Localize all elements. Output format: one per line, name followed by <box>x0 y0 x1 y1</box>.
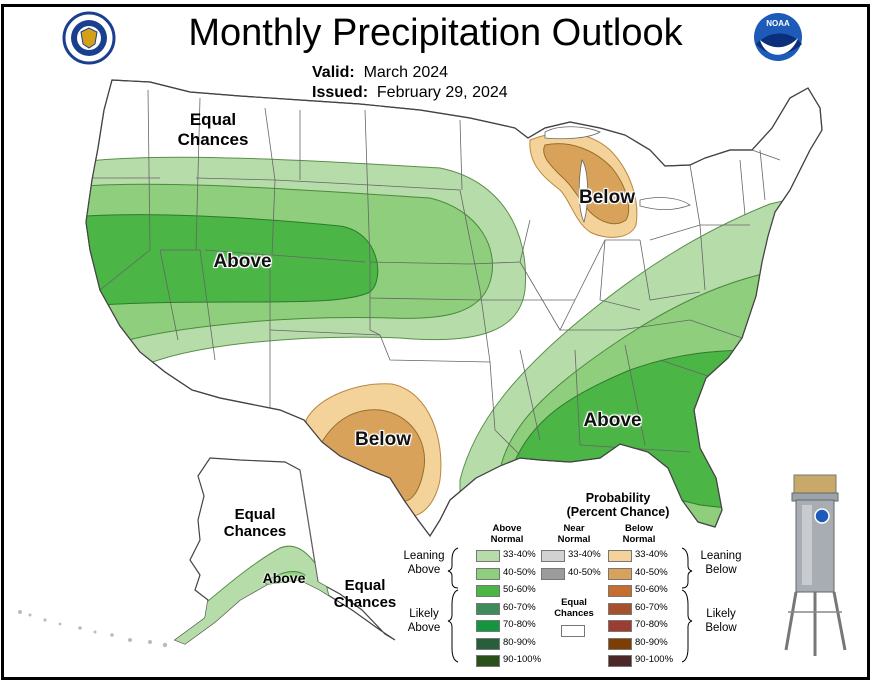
commerce-seal-icon <box>62 11 116 65</box>
legend-title-line1: Probability <box>585 491 651 505</box>
issued-value: February 29, 2024 <box>376 84 508 101</box>
legend-below-range: 40-50% <box>635 566 668 578</box>
above-southeast-label: Above <box>583 410 642 431</box>
legend-near-swatch <box>541 550 565 562</box>
legend-below-range: 50-60% <box>635 584 668 595</box>
legend-below-swatch <box>608 655 632 667</box>
legend-title-line2: (Percent Chance) <box>566 504 670 519</box>
legend-above-swatch <box>476 585 500 597</box>
legend-below-swatch <box>608 620 632 632</box>
legend-above-range: 60-70% <box>503 601 536 613</box>
legend-near-swatch <box>541 567 565 580</box>
below-texas-label: Below <box>355 429 411 450</box>
legend-below-swatch <box>608 585 632 597</box>
legend-near-range: 40-50% <box>568 566 601 578</box>
legend-above-swatch <box>476 602 500 615</box>
legend-below-swatch <box>608 602 632 615</box>
valid-line: Valid: March 2024 <box>312 64 448 82</box>
rain-gauge-icon <box>784 474 847 656</box>
equal-chances-alaska-label: Equal Chances <box>223 506 287 541</box>
legend-title: Probability (Percent Chance) <box>538 491 698 520</box>
valid-value: March 2024 <box>363 64 449 81</box>
legend-equal-chances-swatch <box>561 625 585 637</box>
legend-below-range: 60-70% <box>635 601 668 613</box>
legend-above-swatch <box>476 620 500 632</box>
above-west-label: Above <box>213 251 272 272</box>
legend-above-range: 70-80% <box>503 619 536 630</box>
issued-label: Issued: <box>312 84 369 101</box>
equal-chances-alaska-south-label: Equal Chances <box>333 577 397 612</box>
legend-above-range: 40-50% <box>503 566 536 578</box>
legend-below-range: 70-80% <box>635 619 668 630</box>
legend-near-range: 33-40% <box>568 549 601 560</box>
equal-chances-northwest-label: Equal Chances <box>177 110 249 149</box>
state-boundaries <box>90 89 781 456</box>
legend-below-swatch <box>608 637 632 650</box>
legend-above-range: 80-90% <box>503 636 536 648</box>
legend-above-swatch <box>476 567 500 580</box>
valid-label: Valid: <box>312 64 355 81</box>
legend-above-range: 90-100% <box>503 654 542 665</box>
legend-col-below: Below Normal <box>622 523 656 545</box>
legend-col-near: Near Normal <box>557 523 591 545</box>
legend-col-above: Above Normal <box>490 523 524 545</box>
legend-above-swatch <box>476 637 500 650</box>
leaning-below-label: Leaning Below <box>700 550 742 576</box>
below-great-lakes-label: Below <box>579 187 635 208</box>
noaa-logo-icon: NOAA <box>754 13 802 61</box>
issued-line: Issued: February 29, 2024 <box>312 84 508 102</box>
page-title: Monthly Precipitation Outlook <box>188 12 683 54</box>
likely-above-label: Likely Above <box>407 608 441 634</box>
legend-above-swatch <box>476 550 500 562</box>
above-alaska-label: Above <box>262 570 306 586</box>
legend-below-swatch <box>608 550 632 562</box>
legend-above-swatch <box>476 655 500 667</box>
leaning-above-label: Leaning Above <box>403 550 445 576</box>
legend-above-range: 33-40% <box>503 549 536 560</box>
legend-below-range: 90-100% <box>635 654 674 665</box>
legend-below-swatch <box>608 567 632 580</box>
legend-equal-chances: Equal Chances <box>554 597 594 619</box>
legend-above-range: 50-60% <box>503 584 536 595</box>
legend-below-range: 33-40% <box>635 549 668 560</box>
svg-text:NOAA: NOAA <box>766 19 790 28</box>
likely-below-label: Likely Below <box>705 608 737 634</box>
legend-below-range: 80-90% <box>635 636 668 648</box>
